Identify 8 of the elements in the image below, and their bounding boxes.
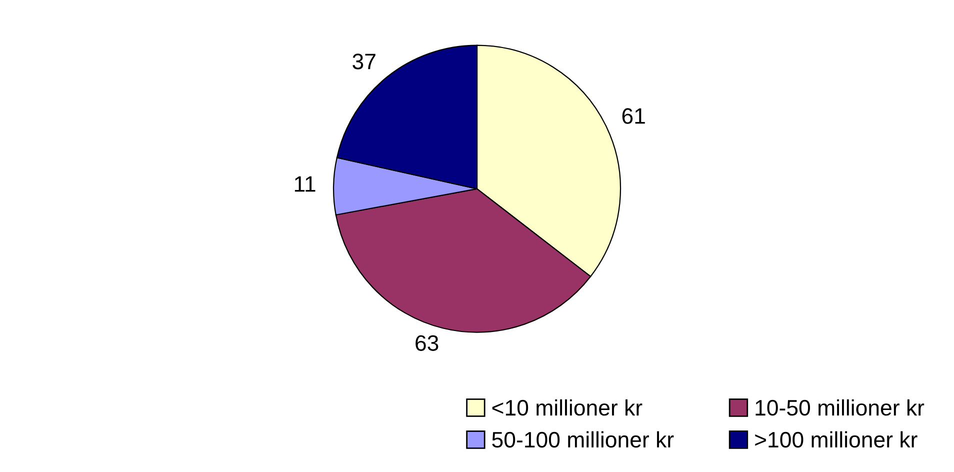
legend-label: 50-100 millioner kr <box>492 431 674 448</box>
legend-label: <10 millioner kr <box>492 399 642 416</box>
legend-label: 10-50 millioner kr <box>756 399 924 416</box>
data-label: 63 <box>416 335 438 351</box>
data-label: 11 <box>294 176 316 192</box>
data-label: 37 <box>352 54 376 70</box>
legend-label: >100 millioner kr <box>755 431 918 448</box>
data-label: 61 <box>622 108 645 124</box>
